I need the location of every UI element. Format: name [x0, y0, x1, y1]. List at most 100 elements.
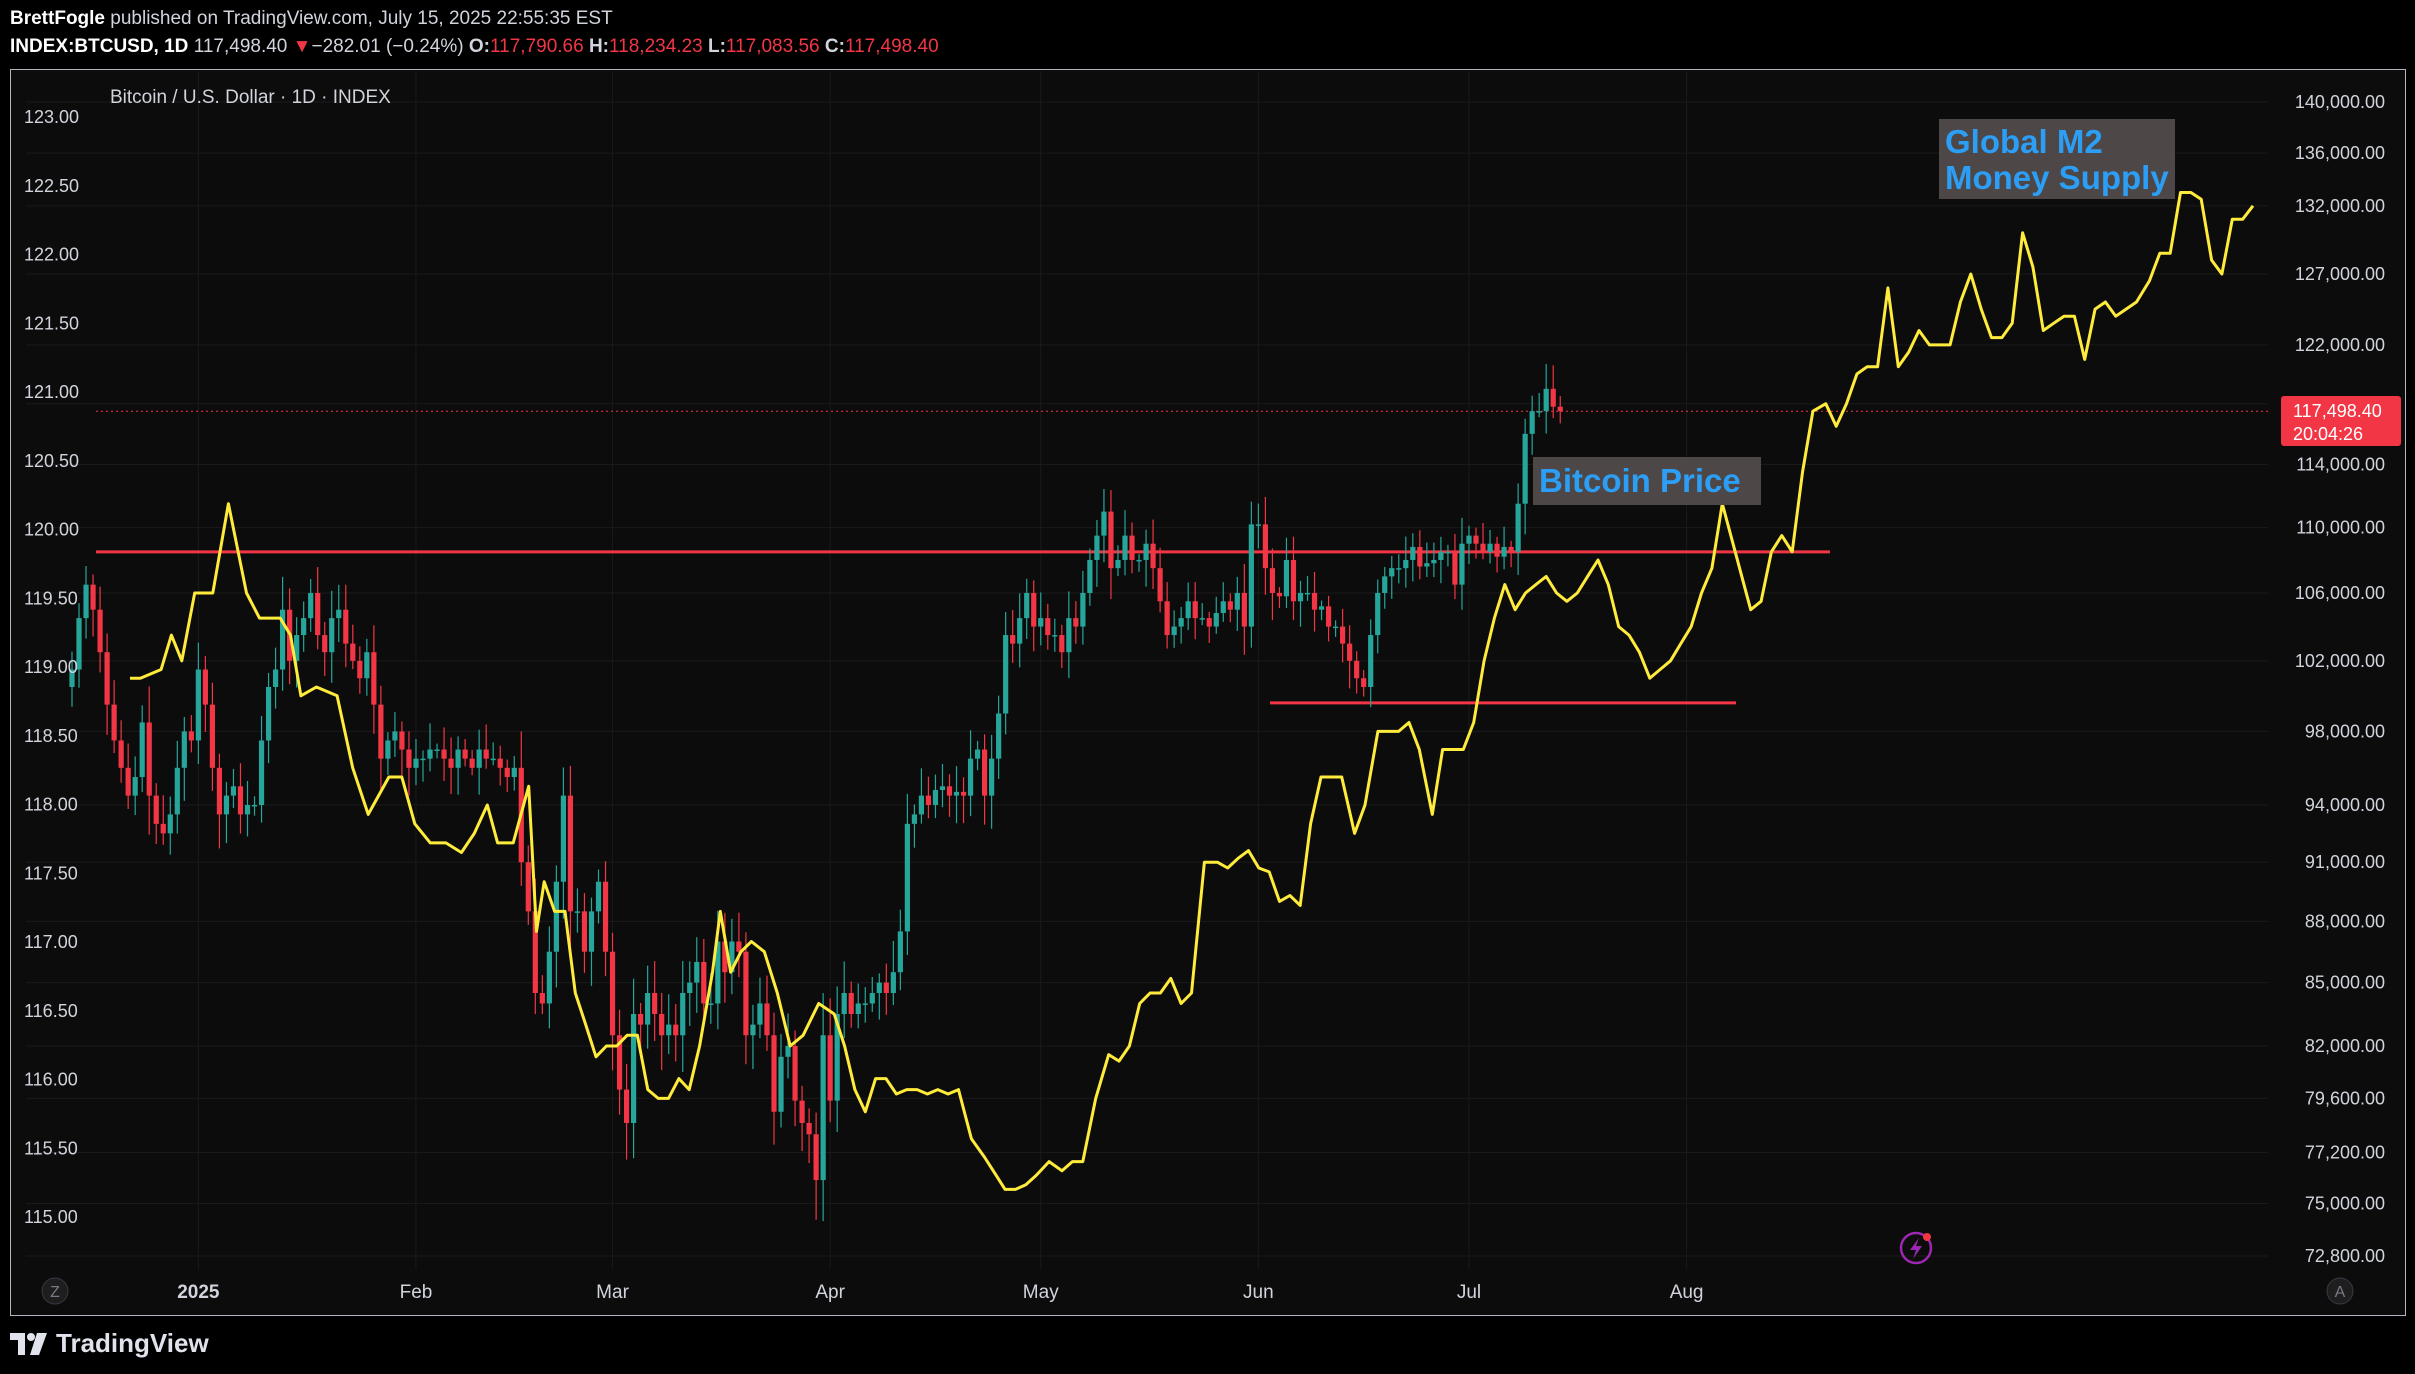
candle-body [848, 992, 854, 1015]
candle-body [1073, 618, 1079, 627]
candle-body [1311, 592, 1318, 610]
candle-body [139, 722, 145, 778]
candle-body [1557, 406, 1563, 412]
candle [834, 986, 840, 1132]
candle [1052, 618, 1058, 652]
left-axis-tick: 117.50 [24, 863, 78, 883]
candle-body [855, 1003, 861, 1015]
candle-body [967, 758, 974, 796]
candle [1557, 396, 1563, 424]
candle-body [1361, 678, 1367, 687]
candle-body [694, 961, 700, 983]
candle-body [560, 795, 566, 882]
candle-body [736, 941, 742, 952]
candle [1220, 582, 1226, 622]
horizontal-lines[interactable] [96, 410, 2268, 705]
candle-body [771, 1035, 777, 1112]
candle [1094, 519, 1100, 587]
candle-body [616, 1035, 623, 1090]
author-name[interactable]: BrettFogle [10, 8, 105, 29]
candle-body [890, 972, 896, 993]
left-axis-tick: 116.50 [24, 1001, 78, 1021]
candle [932, 774, 939, 819]
candle [209, 682, 215, 791]
candle [953, 766, 960, 824]
right-scale-button[interactable]: A [2326, 1277, 2354, 1305]
left-axis-tick: 118.00 [24, 795, 78, 815]
candle-body [1010, 635, 1016, 644]
right-axis-tick: 136,000.00 [2295, 143, 2385, 163]
candle [645, 965, 651, 1049]
candle [83, 565, 89, 639]
candle-body [125, 767, 131, 796]
right-axis-tick: 72,800.00 [2305, 1246, 2385, 1266]
left-axis-tick: 116.00 [24, 1070, 78, 1090]
candle [399, 721, 405, 780]
candle-body [237, 786, 244, 815]
candle-body [638, 1014, 644, 1025]
candle-body [1094, 535, 1100, 560]
candle [1192, 582, 1198, 640]
candle-body [111, 704, 117, 741]
candle [1101, 489, 1107, 563]
candle [1108, 490, 1114, 599]
candle [792, 1030, 798, 1127]
candle [1262, 497, 1268, 595]
candle-body [1424, 563, 1430, 567]
candle [469, 750, 475, 776]
candle-body [553, 881, 559, 952]
candle [490, 742, 496, 766]
candle [1333, 620, 1339, 637]
candle [244, 781, 251, 837]
candle [118, 720, 124, 783]
left-scale-button[interactable]: Z [41, 1277, 69, 1305]
left-axis[interactable]: 123.00 122.50 122.00 121.50 121.00 120.50 120.… [24, 107, 79, 1227]
candle-body [1101, 511, 1107, 536]
symbol-label[interactable]: INDEX:BTCUSD, 1D [10, 36, 189, 57]
candle-body [188, 731, 194, 741]
candle [1059, 624, 1065, 669]
candle [76, 603, 82, 688]
candle [237, 763, 244, 834]
candle-body [244, 804, 251, 815]
candle-body [1276, 592, 1283, 597]
candle-body [1382, 576, 1388, 593]
candle [1157, 547, 1163, 613]
candle-body [897, 931, 903, 973]
candle-body [1459, 543, 1465, 585]
candle [1340, 608, 1346, 663]
candle [1136, 554, 1142, 572]
candle [251, 796, 258, 816]
candle [743, 932, 749, 1065]
m2-annotation[interactable]: Global M2 Money Supply [1939, 119, 2175, 199]
btc-annotation[interactable]: Bitcoin Price [1533, 457, 1761, 505]
candle [1080, 570, 1086, 645]
lightning-icon[interactable] [1899, 1231, 1933, 1265]
time-axis-tick: Jul [1457, 1282, 1481, 1303]
candle-body [546, 951, 552, 1004]
candle-body [799, 1100, 805, 1123]
candle-body [1178, 618, 1184, 627]
candle-body [1241, 592, 1247, 627]
candle [1115, 545, 1121, 577]
time-axis[interactable]: 2025 Feb Mar Apr May Jun Jul Aug [177, 1282, 1703, 1303]
candle-body [1389, 568, 1395, 577]
candle-body [1213, 613, 1219, 627]
candle [350, 624, 356, 670]
tradingview-logo[interactable]: TradingView [10, 1328, 209, 1359]
candle [1536, 392, 1542, 418]
candle [525, 845, 531, 925]
price-chart[interactable]: 123.00 122.50 122.00 121.50 121.00 120.50 120.… [10, 69, 2406, 1316]
candle [125, 743, 131, 810]
candle [918, 768, 925, 824]
candle-body [834, 1014, 840, 1101]
price-badge[interactable]: 117,498.40 20:04:26 [2281, 396, 2401, 446]
candle-body [251, 804, 258, 807]
candle-body [1017, 618, 1023, 644]
candle [1311, 571, 1318, 632]
candle-body [230, 786, 237, 796]
candle [413, 739, 419, 786]
left-axis-tick: 122.00 [24, 245, 79, 265]
candle-body [195, 669, 201, 741]
m2-label-line1: Global M2 [1945, 123, 2103, 160]
